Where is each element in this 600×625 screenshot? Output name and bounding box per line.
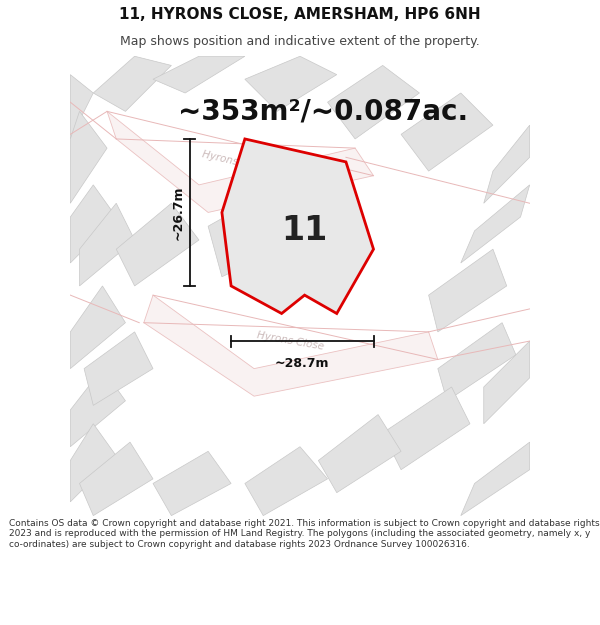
Polygon shape bbox=[401, 93, 493, 171]
Text: ~26.7m: ~26.7m bbox=[172, 185, 185, 239]
Polygon shape bbox=[70, 424, 116, 502]
Polygon shape bbox=[84, 332, 153, 406]
Polygon shape bbox=[80, 203, 134, 286]
Text: Map shows position and indicative extent of the property.: Map shows position and indicative extent… bbox=[120, 35, 480, 48]
Polygon shape bbox=[484, 341, 530, 424]
Text: 11, HYRONS CLOSE, AMERSHAM, HP6 6NH: 11, HYRONS CLOSE, AMERSHAM, HP6 6NH bbox=[119, 8, 481, 22]
Text: Hyrons Close: Hyrons Close bbox=[202, 149, 270, 174]
Polygon shape bbox=[383, 387, 470, 470]
Text: ~353m²/~0.087ac.: ~353m²/~0.087ac. bbox=[178, 98, 468, 126]
Polygon shape bbox=[80, 442, 153, 516]
Polygon shape bbox=[328, 66, 419, 139]
Polygon shape bbox=[153, 56, 245, 93]
Polygon shape bbox=[107, 111, 373, 212]
Polygon shape bbox=[438, 322, 516, 401]
Text: 11: 11 bbox=[281, 214, 328, 248]
Text: Contains OS data © Crown copyright and database right 2021. This information is : Contains OS data © Crown copyright and d… bbox=[9, 519, 599, 549]
Polygon shape bbox=[245, 56, 337, 111]
Polygon shape bbox=[222, 139, 373, 314]
Text: ~28.7m: ~28.7m bbox=[275, 357, 329, 370]
Polygon shape bbox=[144, 295, 438, 396]
Polygon shape bbox=[70, 286, 125, 369]
Text: Hyrons Close: Hyrons Close bbox=[256, 330, 325, 352]
Polygon shape bbox=[208, 185, 300, 277]
Polygon shape bbox=[484, 125, 530, 203]
Polygon shape bbox=[70, 74, 93, 139]
Polygon shape bbox=[245, 447, 328, 516]
Polygon shape bbox=[116, 203, 199, 286]
Polygon shape bbox=[70, 111, 107, 203]
Polygon shape bbox=[93, 56, 172, 111]
Polygon shape bbox=[319, 414, 401, 492]
Polygon shape bbox=[461, 442, 530, 516]
Polygon shape bbox=[70, 369, 125, 447]
Polygon shape bbox=[70, 185, 116, 263]
Polygon shape bbox=[153, 451, 231, 516]
Polygon shape bbox=[428, 249, 507, 332]
Polygon shape bbox=[461, 185, 530, 263]
